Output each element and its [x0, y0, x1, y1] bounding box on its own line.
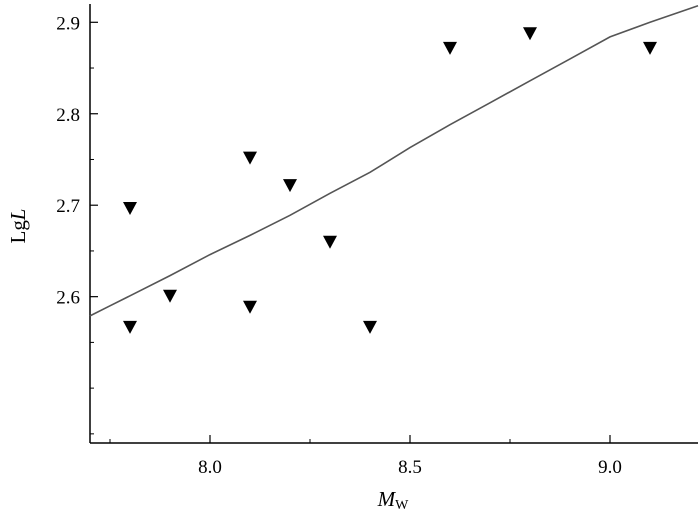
data-point [243, 300, 257, 314]
y-tick-label: 2.7 [56, 196, 80, 217]
data-point [163, 289, 177, 303]
y-axis-label: LgL [6, 208, 30, 243]
data-point [363, 320, 377, 334]
y-axis-label-italic: L [6, 208, 30, 221]
data-point [283, 179, 297, 193]
data-point [643, 41, 657, 55]
x-axis-label-main: M [377, 487, 397, 511]
fit-line-layer [89, 5, 699, 317]
axes: 8.0 8.5 9.0 2.6 2.7 2.8 2.9 [56, 4, 698, 478]
x-tick-label: 9.0 [598, 457, 622, 478]
y-axis-label-main: Lg [6, 220, 30, 244]
fit-line [89, 5, 699, 317]
data-point [123, 201, 137, 215]
y-tick-label: 2.6 [56, 288, 80, 309]
x-tick-label: 8.0 [198, 457, 222, 478]
data-point [323, 235, 337, 249]
data-point [523, 27, 537, 41]
data-point [123, 320, 137, 334]
data-point [243, 151, 257, 165]
y-tick-label: 2.9 [56, 13, 80, 34]
x-axis-label-sub: W [395, 498, 409, 513]
x-tick-label: 8.5 [398, 457, 422, 478]
markers [123, 27, 657, 334]
data-point [443, 41, 457, 55]
y-tick-label: 2.8 [56, 105, 80, 126]
x-axis-label: MW [377, 487, 410, 513]
